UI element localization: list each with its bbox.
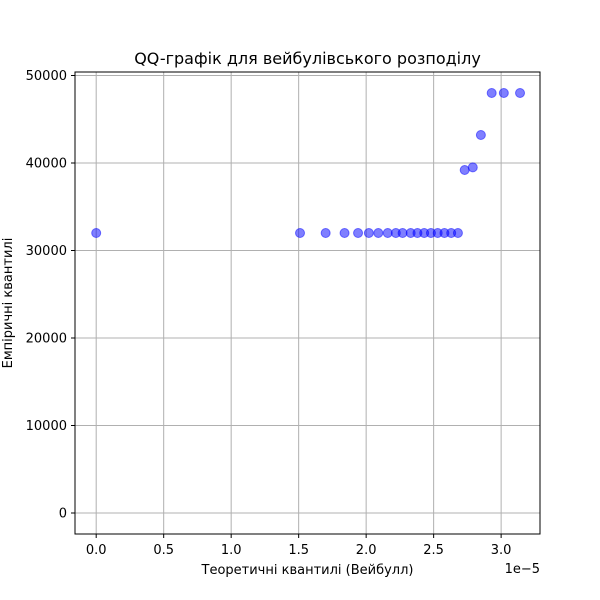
- y-axis-ticks: 0 10000 20000 30000 40000 50000: [26, 69, 75, 522]
- data-point: [515, 88, 526, 98]
- x-tick-label: 2.5: [423, 543, 444, 558]
- y-tick-label: 40000: [26, 157, 67, 172]
- x-tick-label: 0.5: [153, 543, 174, 558]
- data-point: [295, 228, 306, 238]
- data-point: [353, 228, 364, 238]
- y-tick-label: 30000: [26, 244, 67, 259]
- y-tick-label: 0: [59, 507, 67, 522]
- data-point: [363, 228, 374, 238]
- chart-title: QQ-графік для вейбулівського розподілу: [134, 49, 481, 68]
- x-axis-ticks: 0.0 0.5 1.0 1.5 2.0 2.5 3.0: [86, 534, 512, 558]
- x-tick-label: 1.0: [221, 543, 242, 558]
- data-point: [498, 88, 509, 98]
- data-point: [91, 228, 102, 238]
- data-point: [320, 228, 331, 238]
- x-tick-label: 3.0: [491, 543, 512, 558]
- y-tick-label: 50000: [26, 69, 67, 84]
- data-point: [452, 228, 463, 238]
- y-tick-label: 20000: [26, 332, 67, 347]
- y-axis-label: Емпіричні квантилі: [1, 238, 16, 369]
- x-tick-label: 1.5: [288, 543, 309, 558]
- data-point: [467, 162, 478, 173]
- y-tick-label: 10000: [26, 419, 67, 434]
- data-points: [91, 88, 526, 238]
- x-tick-label: 2.0: [356, 543, 377, 558]
- data-point: [373, 228, 384, 238]
- x-axis-label: Теоретичні квантилі (Вейбулл): [201, 563, 414, 578]
- x-tick-label: 0.0: [86, 543, 107, 558]
- data-point: [475, 130, 486, 140]
- plot-frame: [74, 71, 541, 535]
- data-point: [339, 228, 350, 238]
- grid: [75, 72, 540, 534]
- data-point: [486, 88, 497, 98]
- x-axis-offset-label: 1e−5: [505, 562, 540, 577]
